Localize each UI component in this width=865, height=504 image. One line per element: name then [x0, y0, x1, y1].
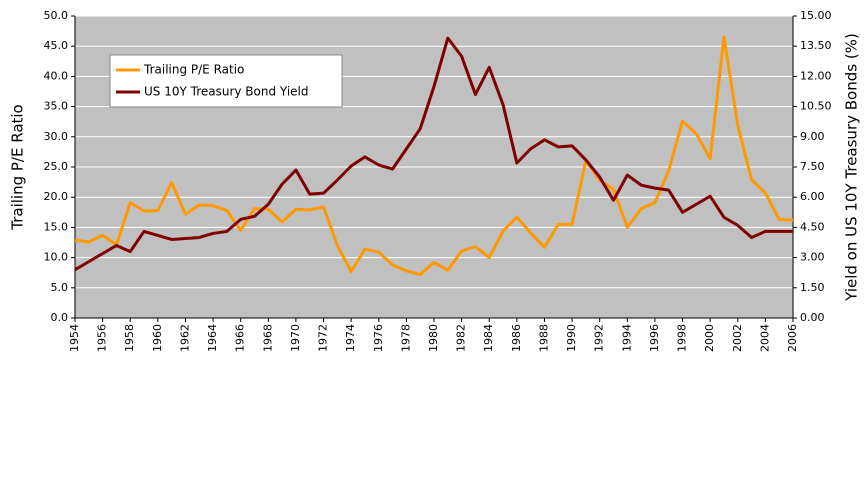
x-tick-label: 1982: [455, 324, 468, 352]
y-tick-label: 50.0: [44, 9, 69, 22]
y2-tick-label: 0.00: [800, 311, 825, 324]
y2-tick-label: 9.00: [800, 130, 825, 143]
x-tick-label: 1954: [68, 324, 81, 352]
x-tick-label: 1970: [289, 324, 302, 352]
x-tick-label: 2006: [786, 324, 799, 352]
y2-tick-label: 3.00: [800, 251, 825, 264]
y2-tick-label: 13.50: [800, 39, 832, 52]
y2-tick-label: 4.50: [800, 220, 825, 233]
y-tick-label: 5.0: [51, 281, 69, 294]
x-tick-label: 1994: [620, 324, 633, 352]
y-tick-label: 0.0: [51, 311, 69, 324]
y2-tick-label: 12.00: [800, 69, 832, 82]
x-tick-label: 2002: [731, 324, 744, 352]
legend-label: Trailing P/E Ratio: [143, 63, 244, 77]
y-tick-label: 35.0: [44, 100, 69, 113]
y-tick-label: 15.0: [44, 220, 69, 233]
x-tick-label: 1998: [676, 324, 689, 352]
x-tick-label: 1988: [537, 324, 550, 352]
x-tick-label: 1990: [565, 324, 578, 352]
x-tick-label: 1962: [178, 324, 191, 352]
y2-tick-label: 10.50: [800, 100, 832, 113]
x-tick-label: 1996: [648, 324, 661, 352]
y2-tick-label: 7.50: [800, 160, 825, 173]
x-tick-label: 2000: [703, 324, 716, 352]
x-tick-label: 1986: [510, 324, 523, 352]
y2-axis-label: Yield on US 10Y Treasury Bonds (%): [843, 33, 861, 302]
y-tick-label: 30.0: [44, 130, 69, 143]
y-tick-label: 45.0: [44, 39, 69, 52]
x-tick-label: 1956: [96, 324, 109, 352]
x-tick-label: 1972: [317, 324, 330, 352]
series-line: [74, 36, 793, 271]
y-tick-label: 25.0: [44, 160, 69, 173]
legend-label: US 10Y Treasury Bond Yield: [144, 85, 309, 99]
y2-tick-label: 6.00: [800, 190, 825, 203]
y2-tick-label: 15.00: [800, 9, 832, 22]
y-tick-label: 40.0: [44, 69, 69, 82]
x-tick-label: 1980: [427, 324, 440, 352]
y-axis-label: Trailing P/E Ratio: [9, 104, 27, 230]
x-tick-label: 1976: [372, 324, 385, 352]
x-tick-label: 1966: [234, 324, 247, 352]
series-line: [74, 35, 794, 277]
x-tick-label: 1964: [206, 324, 219, 352]
x-tick-label: 1958: [123, 324, 136, 352]
x-tick-label: 1978: [399, 324, 412, 352]
y-tick-label: 10.0: [44, 251, 69, 264]
x-tick-label: 1992: [593, 324, 606, 352]
y2-tick-label: 1.50: [800, 281, 825, 294]
x-tick-label: 2004: [758, 324, 771, 352]
x-tick-label: 1960: [151, 324, 164, 352]
x-tick-label: 1974: [344, 324, 357, 352]
x-tick-label: 1968: [261, 324, 274, 352]
legend-box: [109, 54, 343, 108]
y-tick-label: 20.0: [44, 190, 69, 203]
x-tick-label: 1984: [482, 324, 495, 352]
